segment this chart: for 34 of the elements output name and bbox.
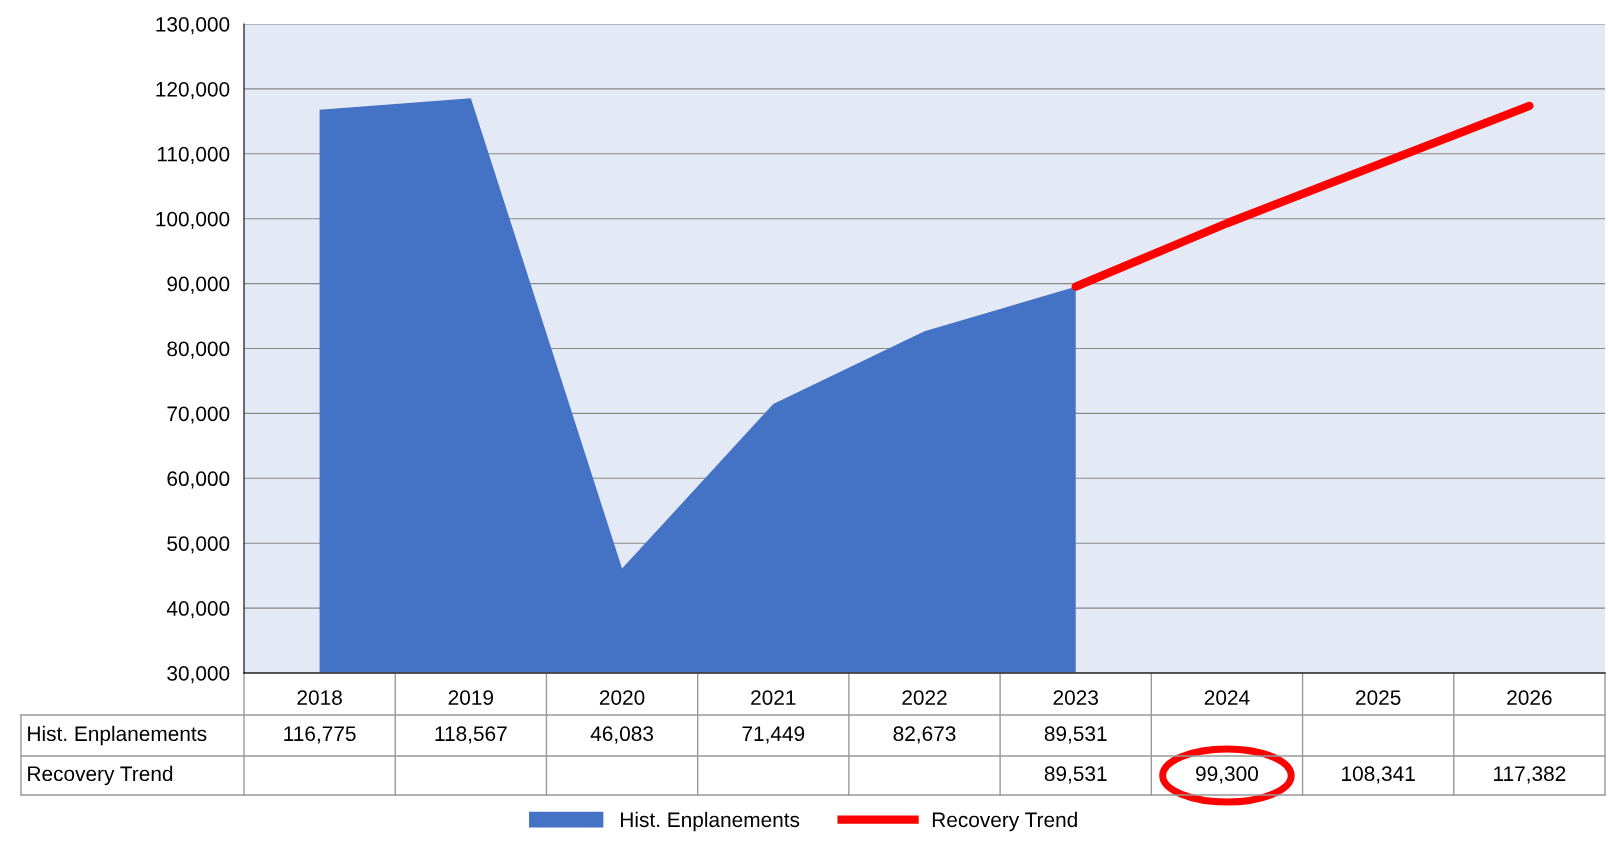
text: Recovery Trend [28, 765, 173, 786]
x-tick-label: 2019 [448, 690, 494, 705]
x-tick-label: 2024 [1204, 690, 1250, 705]
y-tick-label: 30,000 [167, 666, 230, 684]
y-tick-label: 100,000 [156, 211, 230, 229]
data-label: 89,531 [1044, 766, 1107, 784]
y-tick-label: 130,000 [156, 17, 230, 35]
y-tick-label: 40,000 [166, 601, 230, 619]
data-label: 82,673 [893, 726, 956, 744]
x-tick-label: 2025 [1356, 690, 1401, 705]
x-tick-label: 2026 [1507, 690, 1552, 705]
x-tick-label: 2018 [297, 690, 342, 705]
x-tick-label: 2021 [751, 690, 796, 705]
y-tick-label: 70,000 [167, 406, 230, 424]
y-tick-label: 80,000 [167, 341, 230, 359]
y-tick-label: 60,000 [167, 471, 230, 489]
data-label: 118,567 [435, 726, 507, 744]
x-tick-label: 2022 [902, 690, 947, 705]
legend-label: Hist. Enplanements [621, 811, 800, 832]
x-tick-label: 2023 [1053, 690, 1098, 705]
data-label: 108,341 [1342, 766, 1415, 784]
legend-label: Recovery Trend [932, 811, 1077, 832]
data-label: 116,775 [284, 726, 356, 744]
data-label: 71,449 [742, 726, 805, 744]
data-label: 46,083 [590, 726, 653, 744]
data-label: 89,531 [1044, 726, 1107, 744]
text: Hist. Enplanements [28, 725, 207, 746]
y-tick-label: 50,000 [167, 536, 230, 554]
y-tick-label: 120,000 [156, 81, 230, 100]
data-label: 99,300 [1196, 766, 1258, 784]
y-tick-label: 90,000 [167, 276, 230, 294]
data-label: 117,382 [1494, 766, 1566, 784]
y-tick-label: 110,000 [157, 146, 230, 165]
x-tick-label: 2020 [599, 690, 645, 705]
